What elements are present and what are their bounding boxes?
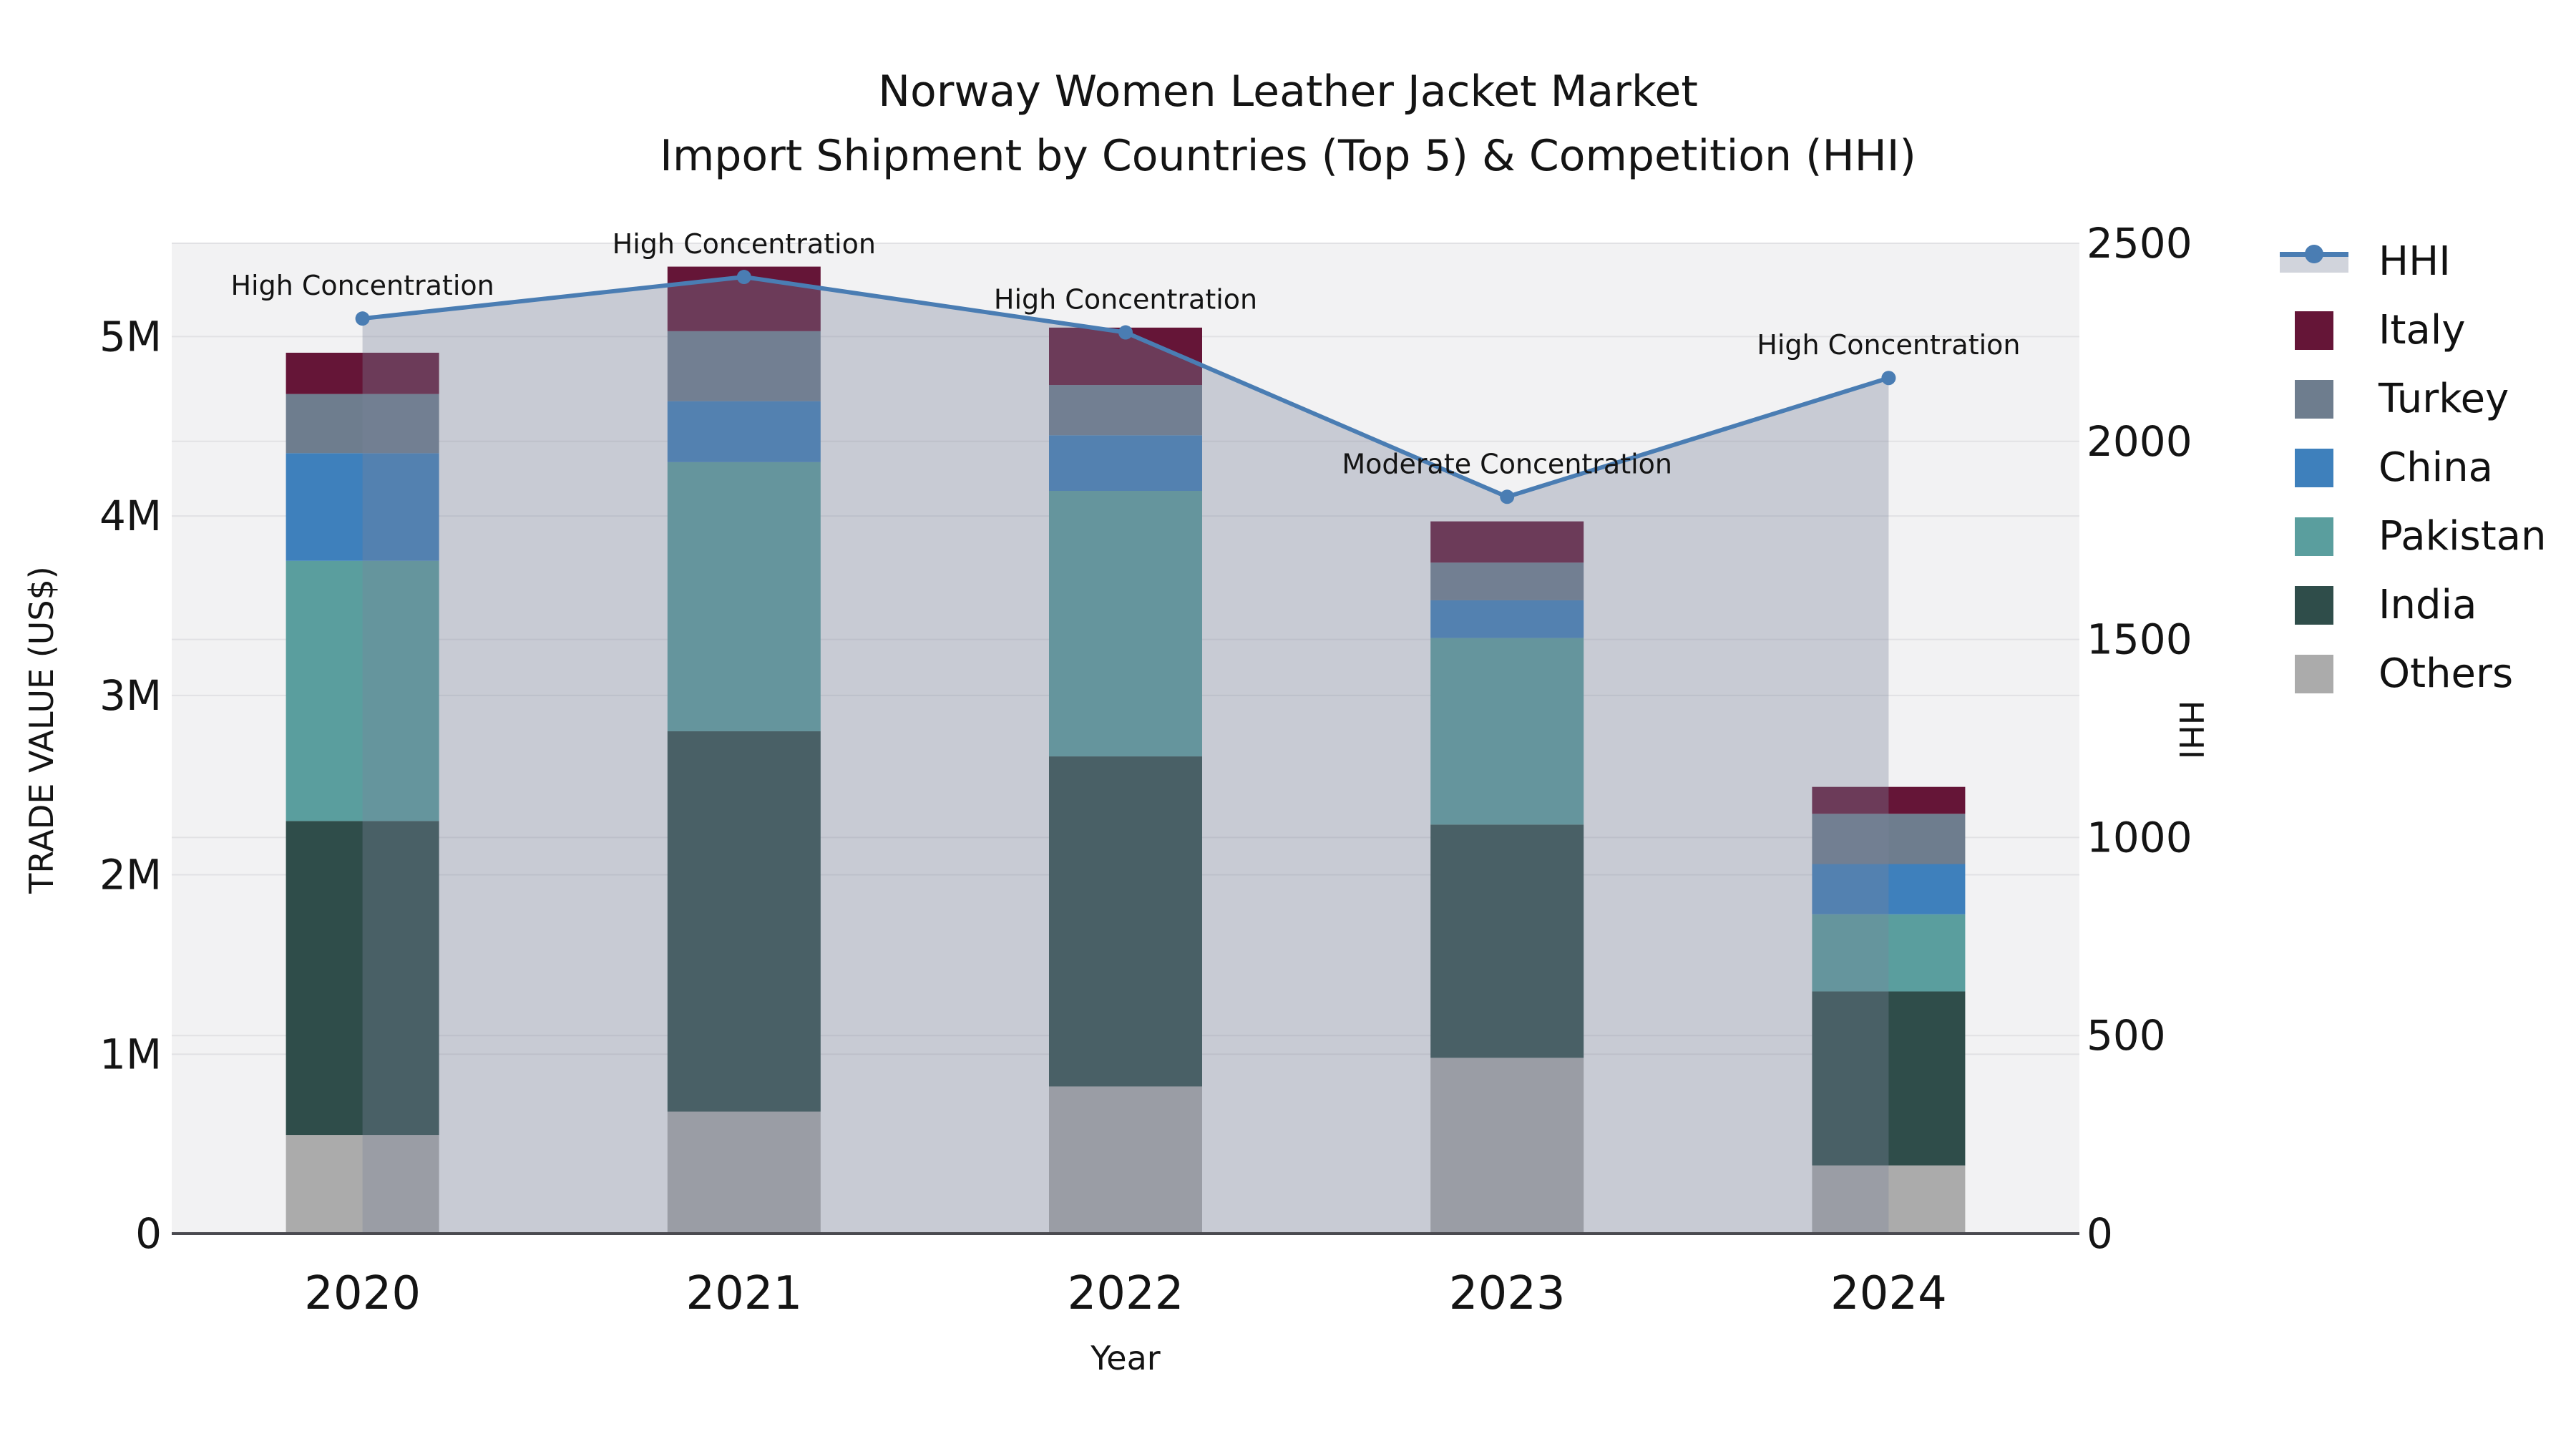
bar-segment-others-2022	[1049, 1086, 1202, 1234]
legend-swatch-turkey	[2280, 379, 2348, 420]
legend-item-hhi: HHI	[2280, 241, 2547, 283]
bar-segment-china-2024	[1812, 864, 1966, 914]
hhi-area	[362, 277, 1889, 1234]
tick-label-left-2M: 2M	[99, 851, 162, 899]
legend-label-hhi: HHI	[2379, 238, 2451, 285]
bar-segment-china-2020	[286, 453, 439, 561]
hhi-point-2022	[1118, 325, 1133, 340]
tick-label-x-2023: 2023	[1449, 1267, 1566, 1320]
annotation-2020: High Concentration	[230, 270, 494, 301]
bar-segment-italy-2024	[1812, 786, 1966, 814]
bar-segment-pakistan-2024	[1812, 914, 1966, 992]
annotation-2024: High Concentration	[1757, 329, 2020, 361]
bar-segment-turkey-2020	[286, 394, 439, 454]
legend-color-icon	[2295, 380, 2333, 419]
hhi-point-2020	[355, 311, 370, 326]
tick-label-right-2500: 2500	[2087, 219, 2192, 268]
bar-segment-others-2020	[286, 1135, 439, 1234]
tick-label-right-500: 500	[2087, 1011, 2166, 1060]
bar-segment-italy-2023	[1430, 521, 1584, 563]
bar-segment-turkey-2022	[1049, 385, 1202, 436]
bar-segment-india-2022	[1049, 756, 1202, 1087]
bar-segment-others-2023	[1430, 1058, 1584, 1234]
bar-segment-china-2022	[1049, 435, 1202, 491]
annotation-2021: High Concentration	[613, 228, 876, 260]
legend-item-pakistan: Pakistan	[2280, 516, 2547, 557]
legend-item-india: India	[2280, 585, 2547, 626]
legend-swatch-others	[2280, 653, 2348, 695]
bar-segment-pakistan-2020	[286, 560, 439, 821]
chart-title-line2: Import Shipment by Countries (Top 5) & C…	[660, 131, 1916, 181]
legend-color-icon	[2295, 449, 2333, 487]
legend-item-turkey: Turkey	[2280, 379, 2547, 420]
legend-swatch-india	[2280, 585, 2348, 626]
tick-label-x-2024: 2024	[1830, 1267, 1947, 1320]
hhi-point-2023	[1500, 489, 1515, 504]
legend-label-china: China	[2379, 444, 2493, 491]
annotation-2022: High Concentration	[994, 284, 1257, 316]
bar-segment-pakistan-2022	[1049, 491, 1202, 757]
bar-segment-india-2024	[1812, 991, 1966, 1166]
bar-segment-turkey-2023	[1430, 562, 1584, 600]
bar-segment-italy-2020	[286, 352, 439, 394]
tick-label-right-1500: 1500	[2087, 615, 2192, 664]
legend-color-icon	[2295, 586, 2333, 625]
tick-label-x-2020: 2020	[304, 1267, 421, 1320]
legend-label-turkey: Turkey	[2379, 376, 2509, 422]
bar-segment-others-2021	[667, 1111, 821, 1234]
legend-item-china: China	[2280, 447, 2547, 489]
bar-segment-india-2021	[667, 731, 821, 1112]
legend-swatch-china	[2280, 447, 2348, 489]
legend-item-italy: Italy	[2280, 310, 2547, 351]
bar-segment-china-2021	[667, 401, 821, 462]
tick-label-x-2021: 2021	[686, 1267, 802, 1320]
bar-segment-others-2024	[1812, 1165, 1966, 1234]
bar-segment-india-2020	[286, 821, 439, 1136]
legend-swatch-hhi	[2280, 241, 2348, 283]
bar-segment-india-2023	[1430, 824, 1584, 1058]
tick-label-x-2022: 2022	[1068, 1267, 1184, 1320]
bar-segment-turkey-2024	[1812, 814, 1966, 864]
chart-title-line1: Norway Women Leather Jacket Market	[878, 67, 1698, 117]
x-axis-title: Year	[1091, 1339, 1161, 1377]
bar-segment-pakistan-2021	[667, 462, 821, 731]
legend-item-others: Others	[2280, 653, 2547, 695]
bar-segment-pakistan-2023	[1430, 638, 1584, 825]
legend-swatch-pakistan	[2280, 516, 2348, 557]
legend-label-others: Others	[2379, 650, 2514, 697]
legend-swatch-italy	[2280, 310, 2348, 351]
legend-color-icon	[2295, 311, 2333, 350]
tick-label-left-3M: 3M	[99, 671, 162, 720]
bar-segment-china-2023	[1430, 600, 1584, 638]
legend-label-pakistan: Pakistan	[2379, 513, 2547, 560]
legend-label-india: India	[2379, 582, 2477, 628]
legend-color-icon	[2295, 655, 2333, 693]
legend-label-italy: Italy	[2379, 307, 2466, 353]
tick-label-right-0: 0	[2087, 1209, 2113, 1258]
tick-label-right-1000: 1000	[2087, 813, 2192, 862]
legend-color-icon	[2295, 517, 2333, 556]
tick-label-left-5M: 5M	[99, 312, 162, 361]
tick-label-left-1M: 1M	[99, 1030, 162, 1078]
tick-label-left-4M: 4M	[99, 492, 162, 540]
tick-label-left-0: 0	[135, 1209, 162, 1258]
bar-segment-turkey-2021	[667, 331, 821, 401]
hhi-line-icon	[2280, 245, 2348, 277]
chart-legend: HHI Italy Turkey China Pakistan India Others	[2280, 241, 2547, 695]
hhi-point-2021	[736, 270, 751, 285]
tick-label-right-2000: 2000	[2087, 417, 2192, 466]
hhi-point-2024	[1881, 371, 1896, 386]
annotation-2023: Moderate Concentration	[1342, 448, 1672, 479]
